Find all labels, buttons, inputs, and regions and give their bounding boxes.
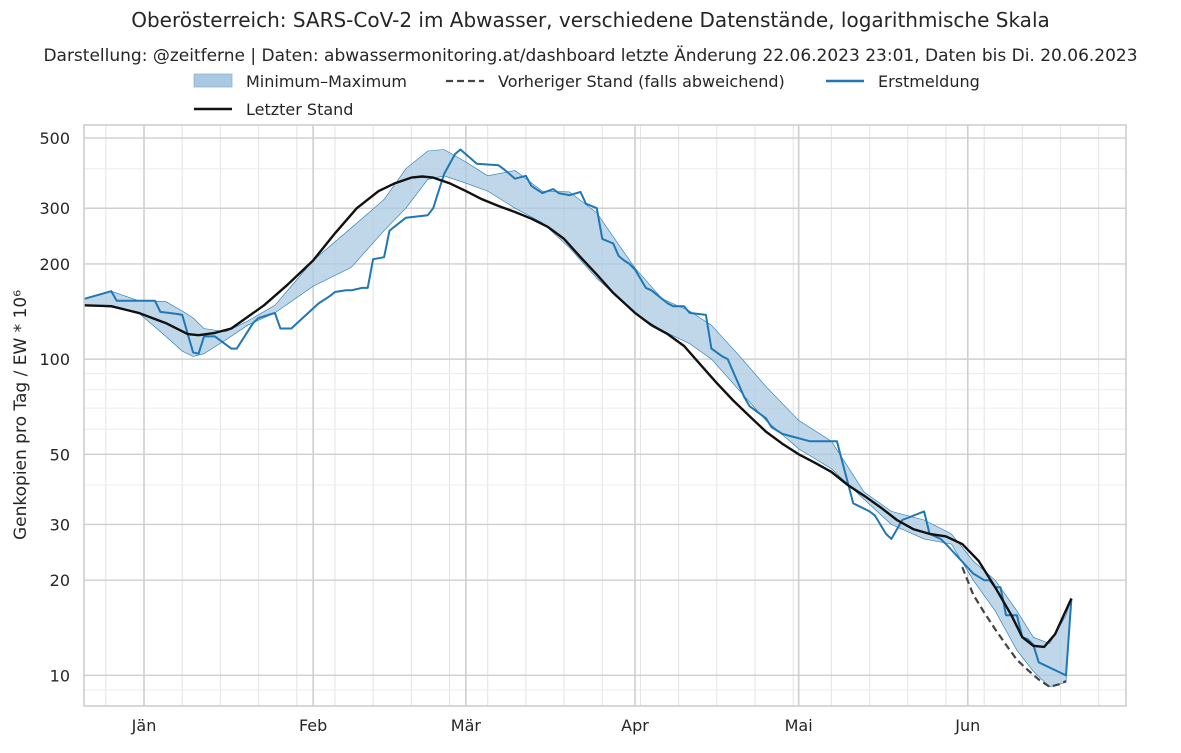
legend-label: Letzter Stand xyxy=(246,100,353,119)
chart-subtitle: Darstellung: @zeitferne | Daten: abwasse… xyxy=(43,46,1138,66)
x-tick-label: Mär xyxy=(451,716,482,735)
y-tick-label: 300 xyxy=(39,199,70,218)
legend-label: Erstmeldung xyxy=(878,72,980,91)
plot-area: 10 20 30 50 100 200 300 500 Jän Feb Mär Apr Mai Jun xyxy=(39,124,1127,735)
y-tick-label: 200 xyxy=(39,255,70,274)
series-line-vorheriger-stand xyxy=(961,566,1067,688)
plot-background xyxy=(84,125,1126,706)
chart-title: Oberösterreich: SARS-CoV-2 im Abwasser, … xyxy=(131,8,1050,32)
legend-swatch-band xyxy=(193,73,233,88)
y-tick-label: 100 xyxy=(39,350,70,369)
legend-label: Minimum–Maximum xyxy=(246,72,407,91)
x-tick-label: Jun xyxy=(954,716,980,735)
legend-label: Vorheriger Stand (falls abweichend) xyxy=(498,72,785,91)
y-tick-label: 50 xyxy=(50,445,70,464)
plot-frame xyxy=(83,124,1127,707)
y-tick-label: 10 xyxy=(50,666,70,685)
x-tick-label: Jän xyxy=(131,716,157,735)
x-tick-label: Apr xyxy=(621,716,649,735)
y-tick-label: 20 xyxy=(50,571,70,590)
series-line-letzter-stand xyxy=(83,175,1073,649)
series-line-erstmeldung xyxy=(83,148,1073,677)
x-tick-label: Feb xyxy=(299,716,327,735)
y-tick-label: 500 xyxy=(39,129,70,148)
y-tick-label: 30 xyxy=(50,515,70,534)
y-axis-label: Genkopien pro Tag / EW * 10⁶ xyxy=(11,290,31,540)
x-tick-label: Mai xyxy=(785,716,813,735)
legend: Minimum–Maximum Vorheriger Stand (falls a… xyxy=(193,72,980,119)
